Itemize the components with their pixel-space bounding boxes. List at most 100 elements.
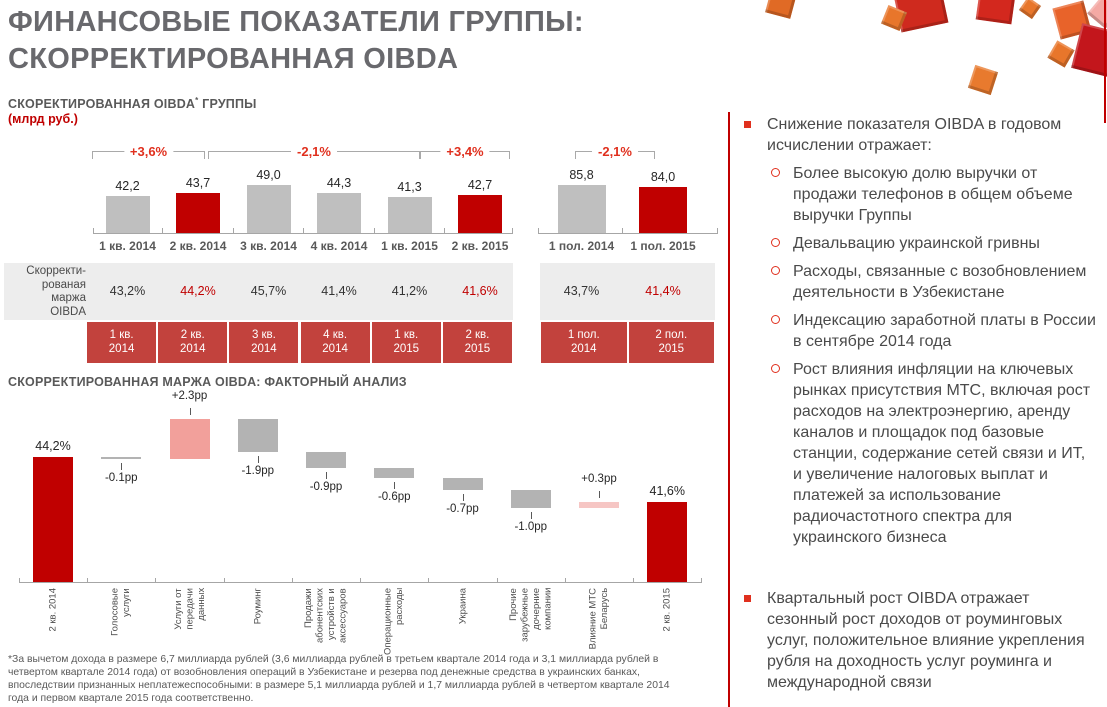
- period-cell-line: 2 кв.: [465, 329, 490, 341]
- waterfall-category-label: 2 кв. 2014: [47, 588, 59, 632]
- square-bullet-icon: [744, 595, 751, 602]
- waterfall-bar: [647, 502, 688, 582]
- x-axis: [19, 582, 702, 583]
- waterfall-category-label: Операционные расходы: [382, 588, 406, 656]
- growth-bracket-label: -2,1%: [291, 144, 337, 159]
- bar-value-label: 84,0: [650, 170, 676, 184]
- bullet-text: Более высокую долю выручки от продажи те…: [793, 165, 1073, 224]
- axis-tick: [162, 228, 163, 233]
- bullet-item: Снижение показателя OIBDA в годовом исчи…: [744, 114, 1098, 156]
- waterfall-delta-label: +0.3pp: [581, 473, 617, 486]
- circle-bullet-icon: [771, 238, 780, 247]
- axis-tick: [360, 578, 362, 582]
- period-cell-line: 2015: [464, 343, 491, 355]
- bullet-text: Девальвацию украинской гривны: [793, 235, 1040, 252]
- period-cell: 2 кв. 2014: [158, 322, 228, 363]
- margin-row-label-line: рованая: [41, 278, 86, 291]
- period-cell: 4 кв. 2014: [300, 322, 370, 363]
- period-cell: 1 пол. 2014: [541, 322, 627, 363]
- axis-tick: [716, 228, 718, 233]
- margin-value: 43,7%: [563, 284, 600, 298]
- bar-category-label: 2 кв. 2014: [169, 239, 227, 253]
- waterfall-bar: [374, 467, 415, 479]
- oibda-bar: [105, 195, 150, 233]
- waterfall-category-label: Роуминг: [252, 588, 263, 625]
- chart1-unit-label: (млрд руб.): [8, 112, 78, 126]
- period-cell-line: 1 кв.: [109, 329, 134, 341]
- bar-category-label: 1 пол. 2015: [630, 239, 696, 253]
- bar-value-label: 42,2: [115, 178, 140, 193]
- margin-value: 41,4%: [645, 284, 681, 298]
- waterfall-tick: [257, 456, 259, 464]
- waterfall-delta-label: -1.9pp: [241, 465, 275, 478]
- period-cell: 2 кв. 2015: [442, 322, 512, 363]
- waterfall-category-label: Украина: [456, 588, 468, 625]
- period-cell-line: 2014: [570, 343, 597, 355]
- axis-tick: [93, 228, 94, 233]
- bar-category-label: 4 кв. 2014: [310, 239, 368, 253]
- period-cell: 3 кв. 2014: [229, 322, 299, 363]
- waterfall-bar: [306, 452, 346, 468]
- margin-value: 45,7%: [250, 284, 287, 298]
- sub-bullet-item: Девальвацию украинской гривны: [771, 233, 1098, 254]
- waterfall-category-label: Продажи абонентских устройств и аксессуа…: [303, 588, 349, 643]
- waterfall-category-label: Голосовые услуги: [109, 588, 133, 636]
- bullet-text: Квартальный рост OIBDA отражает сезонный…: [767, 590, 1085, 691]
- waterfall-delta-label: +2.3pp: [171, 390, 208, 403]
- chart1-heading: СКОРЕКТИРОВАННАЯ OIBDA* ГРУППЫ: [8, 96, 257, 111]
- waterfall-category-label: Услуги от передачи данных: [172, 588, 207, 630]
- margin-value: 44,2%: [180, 284, 216, 298]
- waterfall-tick: [189, 408, 191, 416]
- oibda-bar: [557, 185, 606, 233]
- waterfall-tick: [121, 463, 123, 471]
- square-bullet-icon: [744, 121, 751, 128]
- panel-divider: [728, 112, 730, 707]
- margin-band: [4, 263, 513, 320]
- bullet-text: Рост влияния инфляции на ключевых рынках…: [793, 361, 1091, 546]
- oibda-bar: [639, 187, 687, 233]
- oibda-bar: [458, 195, 502, 233]
- axis-tick: [538, 228, 539, 233]
- footnote-asterisk: *: [195, 96, 199, 105]
- growth-bracket-label: -2,1%: [592, 144, 638, 159]
- x-axis: [538, 233, 718, 234]
- growth-bracket-label: +3,6%: [123, 144, 174, 159]
- axis-tick: [373, 228, 375, 233]
- bar-value-label: 43,7: [185, 176, 211, 191]
- page-title: ФИНАНСОВЫЕ ПОКАЗАТЕЛИ ГРУППЫ: СКОРРЕКТИРО…: [8, 4, 584, 78]
- waterfall-tick: [326, 471, 327, 479]
- sub-bullet-item: Индексацию заработной платы в России в с…: [771, 310, 1098, 352]
- margin-value: 41,6%: [462, 284, 498, 298]
- waterfall-delta-label: -1.0pp: [514, 520, 548, 533]
- commentary-panel: Снижение показателя OIBDA в годовом исчи…: [744, 114, 1098, 700]
- bracket-tick: [509, 151, 510, 159]
- bracket-tick: [204, 151, 205, 159]
- right-edge-accent: [1104, 0, 1106, 123]
- margin-value: 41,2%: [391, 284, 428, 298]
- growth-bracket-label: +3,4%: [440, 144, 490, 159]
- chart2-heading: СКОРРЕКТИРОВАННАЯ МАРЖА OIBDA: ФАКТОРНЫЙ…: [8, 375, 407, 389]
- period-cell-line: 2015: [658, 343, 685, 355]
- margin-value: 43,2%: [109, 284, 146, 298]
- axis-tick: [303, 228, 304, 233]
- waterfall-bar: [442, 478, 483, 491]
- circle-bullet-icon: [771, 315, 780, 324]
- axis-tick: [232, 228, 234, 233]
- period-cell: 1 кв. 2014: [87, 322, 157, 363]
- footnote: *За вычетом дохода в размере 6,7 миллиар…: [8, 654, 670, 704]
- margin-band: [540, 263, 715, 320]
- period-cell-line: 1 кв.: [394, 329, 419, 341]
- waterfall-delta-label: -0.9pp: [309, 480, 343, 493]
- margin-row-label-line: маржа: [51, 292, 86, 304]
- waterfall-delta-label: -0.6pp: [377, 491, 411, 504]
- bar-category-label: 1 пол. 2014: [548, 239, 615, 253]
- bar-category-label: 3 кв. 2014: [240, 239, 297, 253]
- axis-tick: [633, 578, 635, 582]
- x-axis: [93, 233, 513, 234]
- oibda-bar: [317, 192, 361, 233]
- period-cell-line: 3 кв.: [251, 329, 276, 341]
- bracket-tick: [654, 151, 655, 159]
- waterfall-total-label: 44,2%: [35, 439, 71, 454]
- waterfall-bar: [101, 457, 142, 460]
